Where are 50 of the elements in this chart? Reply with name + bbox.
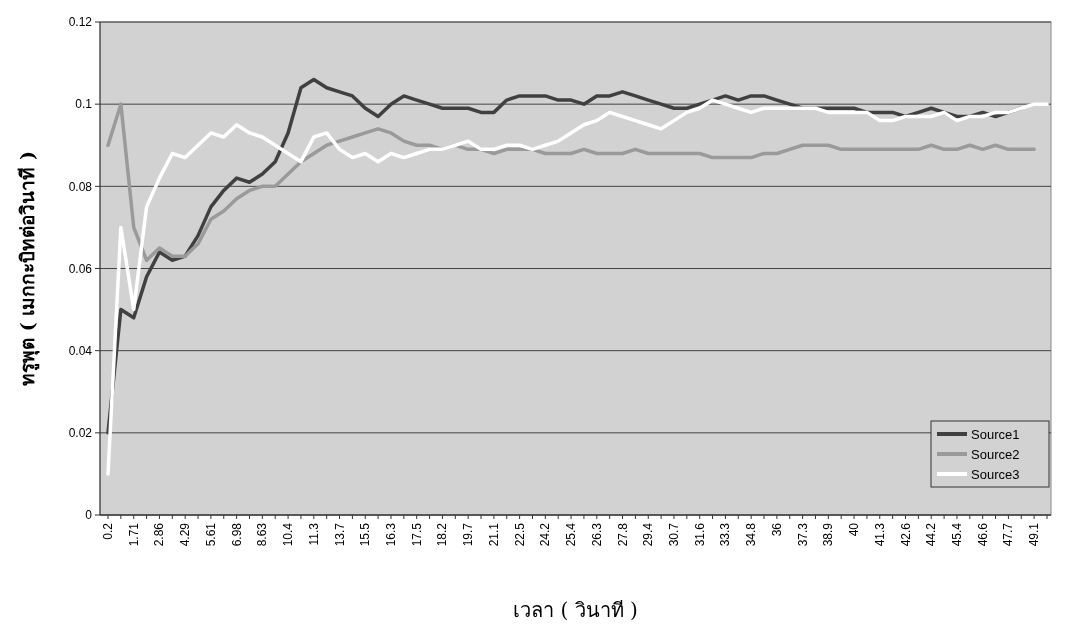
x-tick-label: 38.9 (821, 522, 836, 547)
x-tick-label: 44.2 (924, 522, 939, 547)
x-tick-label: 18.2 (435, 522, 450, 547)
x-tick-label: 13.7 (332, 522, 347, 547)
x-tick-label: 36 (769, 522, 784, 537)
x-tick-label: 19.7 (461, 522, 476, 547)
x-tick-label: 21.1 (486, 522, 501, 547)
x-tick-label: 11.3 (306, 522, 321, 546)
x-tick-label: 37.3 (795, 522, 810, 547)
x-axis-title: เวลา ( วินาที ) (513, 598, 638, 622)
line-series (106, 102, 1036, 263)
y-tick-label: 0.02 (68, 426, 93, 441)
x-tick-label: 46.6 (975, 522, 990, 547)
x-tick-label: 16.3 (383, 522, 398, 547)
x-tick-label: 41.3 (872, 522, 887, 547)
y-tick-label: 0.04 (68, 343, 93, 358)
x-tick-label: 15.5 (358, 522, 373, 547)
x-tick-label: 40 (847, 522, 862, 537)
legend-label: Source2 (971, 446, 1020, 462)
x-tick-label: 34.8 (744, 522, 759, 547)
x-tick-label: 6.98 (229, 522, 244, 547)
x-tick-label: 1.71 (126, 522, 141, 547)
x-tick-label: 27.8 (615, 522, 630, 547)
x-tick-label: 30.7 (666, 522, 681, 547)
x-tick-label: 47.7 (1001, 522, 1016, 547)
x-tick-label: 22.5 (512, 522, 527, 547)
y-tick-label: 0.06 (68, 261, 93, 276)
x-tick-label: 31.6 (692, 522, 707, 547)
y-axis-title: ทรูพุต ( เมกกะบิทต่อวินาที ) (16, 151, 40, 386)
legend-label: Source1 (971, 426, 1020, 442)
x-tick-label: 42.6 (898, 522, 913, 547)
x-tick-label: 4.29 (178, 522, 193, 547)
x-tick-label: 49.1 (1027, 522, 1042, 547)
x-tick-label: 24.2 (538, 522, 553, 547)
x-tick-label: 5.61 (203, 522, 218, 547)
y-tick-label: 0 (85, 508, 93, 523)
x-tick-label: 0.2 (101, 522, 115, 540)
x-tick-label: 45.4 (949, 522, 964, 547)
x-tick-label: 10.4 (281, 522, 296, 547)
y-tick-label: 0.08 (68, 179, 93, 194)
x-tick-label: 8.63 (255, 522, 270, 547)
x-tick-label: 17.5 (409, 522, 424, 547)
x-tick-label: 29.4 (641, 522, 656, 547)
x-tick-label: 2.86 (152, 522, 167, 547)
legend-label: Source3 (971, 466, 1020, 482)
y-tick-label: 0.12 (68, 15, 93, 30)
y-tick-label: 0.1 (75, 97, 93, 112)
x-tick-label: 26.3 (589, 522, 604, 547)
x-tick-label: 33.3 (718, 522, 733, 547)
x-tick-label: 25.4 (564, 522, 579, 547)
